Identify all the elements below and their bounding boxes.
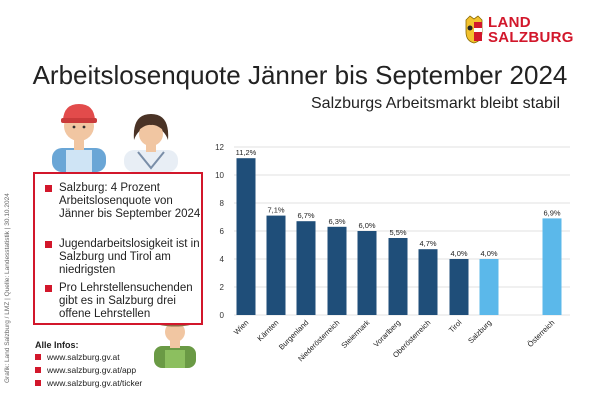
info-link-text[interactable]: www.salzburg.gv.at/ticker: [47, 378, 143, 388]
y-tick-label: 8: [220, 199, 225, 208]
link-square-icon: [35, 354, 41, 360]
x-tick-label: Wien: [232, 318, 250, 336]
link-square-icon: [35, 367, 41, 373]
info-link[interactable]: www.salzburg.gv.at/ticker: [35, 378, 142, 388]
data-label: 5,5%: [389, 228, 406, 237]
info-bullet-text: Salzburg: 4 Prozent Arbeitslosenquote vo…: [59, 182, 201, 220]
data-label: 6,3%: [328, 217, 345, 226]
bar: [479, 259, 499, 315]
info-bullet-text: Jugendarbeitslosigkeit ist in Salzburg u…: [59, 238, 200, 276]
data-label: 6,0%: [358, 221, 375, 230]
y-tick-label: 12: [215, 143, 224, 152]
bar: [449, 259, 469, 315]
bar: [296, 221, 316, 315]
bar: [266, 215, 286, 315]
doctor-illustration: [124, 114, 178, 172]
info-link-text[interactable]: www.salzburg.gv.at: [47, 352, 120, 362]
data-label: 4,7%: [419, 239, 436, 248]
data-label: 6,9%: [543, 208, 560, 217]
info-link[interactable]: www.salzburg.gv.at: [35, 352, 120, 362]
bar: [542, 218, 562, 315]
data-label: 11,2%: [236, 148, 257, 157]
bar: [327, 226, 347, 315]
data-label: 4,0%: [480, 249, 497, 258]
x-tick-label: Österreich: [526, 318, 557, 349]
bullet-square-icon: [45, 241, 52, 248]
info-link-text[interactable]: www.salzburg.gv.at/app: [47, 365, 137, 375]
logo-line-2: SALZBURG: [488, 29, 574, 46]
info-bullet: Pro Lehrstellensuchenden gibt es in Salz…: [45, 282, 203, 321]
source-credit: Grafik: Land Salzburg / LMZ | Quelle: La…: [4, 193, 11, 383]
info-link[interactable]: www.salzburg.gv.at/app: [35, 365, 136, 375]
bullet-square-icon: [45, 285, 52, 292]
bar: [236, 158, 256, 315]
x-tick-label: Tirol: [447, 318, 464, 335]
data-label: 4,0%: [450, 249, 467, 258]
data-label: 6,7%: [297, 211, 314, 220]
bar: [418, 249, 438, 315]
page-subtitle: Salzburgs Arbeitsmarkt bleibt stabil: [311, 95, 560, 112]
y-tick-label: 4: [220, 255, 225, 264]
info-bullet: Salzburg: 4 Prozent Arbeitslosenquote vo…: [45, 182, 203, 221]
page-title: Arbeitslosenquote Jänner bis September 2…: [32, 60, 568, 90]
bar: [388, 238, 408, 315]
logo-line-1: LAND: [488, 14, 531, 31]
x-tick-label: Salzburg: [466, 318, 493, 345]
infos-title: Alle Infos:: [35, 340, 79, 350]
y-tick-label: 2: [220, 283, 225, 292]
bar-chart: 02468101211,2%Wien7,1%Kärnten6,7%Burgenl…: [215, 143, 570, 363]
info-bullet: Jugendarbeitslosigkeit ist in Salzburg u…: [45, 238, 203, 277]
bar: [357, 231, 377, 315]
info-bullet-text: Pro Lehrstellensuchenden gibt es in Salz…: [59, 282, 193, 320]
coat-of-arms-icon: [465, 15, 483, 44]
link-square-icon: [35, 380, 41, 386]
info-box: Salzburg: 4 Prozent Arbeitslosenquote vo…: [33, 172, 203, 325]
x-tick-label: Steiermark: [339, 318, 371, 350]
land-salzburg-logo: LAND SALZBURG: [464, 14, 574, 48]
worker-illustration: [52, 104, 106, 172]
bullet-square-icon: [45, 185, 52, 192]
x-tick-label: Vorarlberg: [372, 318, 403, 349]
y-tick-label: 10: [215, 171, 224, 180]
y-tick-label: 0: [220, 311, 225, 320]
y-tick-label: 6: [220, 227, 225, 236]
data-label: 7,1%: [267, 206, 284, 215]
x-tick-label: Kärnten: [255, 318, 280, 343]
